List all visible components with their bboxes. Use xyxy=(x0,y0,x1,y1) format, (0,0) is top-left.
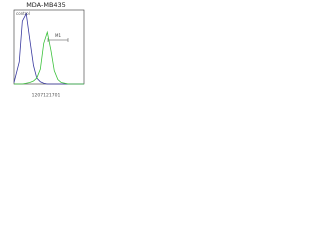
annotation: control xyxy=(16,11,30,16)
series-line xyxy=(14,30,84,85)
chart-title: MDA-MB435 xyxy=(26,1,66,9)
chart: MDA-MB435 control M1 1207121701 xyxy=(13,1,85,99)
annotation: M1 xyxy=(55,33,61,38)
plot-frame xyxy=(13,9,85,85)
footer: 1207121701 xyxy=(32,93,61,99)
